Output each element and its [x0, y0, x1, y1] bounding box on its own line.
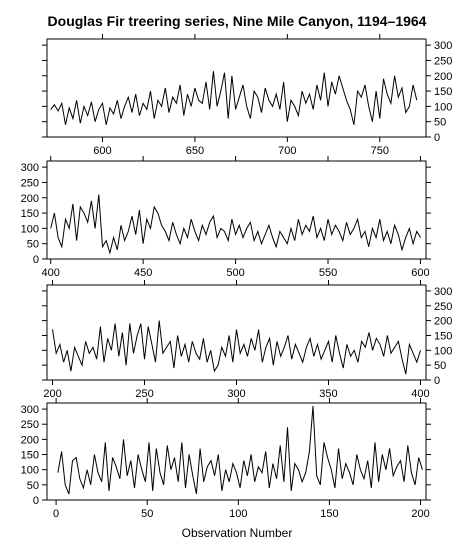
y-tick-label: 200	[434, 316, 452, 328]
series-line	[52, 320, 421, 375]
plot-frame	[46, 402, 427, 501]
y-tick-label: 50	[27, 239, 39, 251]
y-tick-label: 200	[21, 434, 39, 446]
series-line	[50, 71, 418, 125]
x-tick-label: 500	[226, 267, 244, 279]
y-tick-label: 100	[21, 223, 39, 235]
plot-frame	[46, 160, 427, 260]
x-tick-label: 400	[42, 267, 60, 279]
x-tick-label: 200	[411, 508, 429, 520]
y-tick-label: 100	[434, 345, 452, 357]
y-tick-label: 0	[434, 375, 440, 387]
y-tick-label: 0	[33, 254, 39, 266]
x-tick-label: 200	[43, 388, 61, 400]
panel-3: 200 250 300 350 400 0 50 100 150 200 250 300	[42, 280, 452, 400]
y-tick-label: 300	[434, 286, 452, 298]
x-tick-label: 600	[411, 267, 429, 279]
x-tick-label: 550	[319, 267, 337, 279]
panel-4: 0 50 100 150 200 0 50 100 150 200 250 300	[21, 398, 431, 520]
y-tick-label: 100	[434, 101, 452, 113]
x-tick-label: 300	[227, 388, 245, 400]
x-tick-label: 600	[93, 145, 111, 157]
x-tick-label: 650	[186, 145, 204, 157]
y-tick-label: 200	[434, 71, 452, 83]
panel-2: 400 450 500 550 600 0 50 100 150 200 250 300	[21, 156, 431, 279]
x-tick-label: 50	[141, 508, 153, 520]
plot-frame	[46, 38, 427, 138]
x-tick-label: 150	[320, 508, 338, 520]
y-tick-label: 0	[33, 495, 39, 507]
x-tick-label: 450	[134, 267, 152, 279]
y-tick-label: 0	[434, 132, 440, 144]
y-tick-label: 100	[21, 465, 39, 477]
x-tick-label: 350	[319, 388, 337, 400]
y-tick-label: 250	[21, 419, 39, 431]
x-tick-label: 700	[278, 145, 296, 157]
x-tick-label: 250	[135, 388, 153, 400]
panel-1: 600 650 700 750 0 50 100 150 200 250 300	[42, 34, 452, 157]
y-tick-label: 250	[434, 55, 452, 67]
y-tick-label: 250	[21, 177, 39, 189]
x-tick-label: 0	[53, 508, 59, 520]
y-tick-label: 150	[434, 330, 452, 342]
series-line	[50, 194, 421, 255]
y-tick-label: 150	[434, 86, 452, 98]
y-tick-label: 300	[21, 162, 39, 174]
x-axis-title: Observation Number	[182, 526, 293, 540]
y-tick-label: 300	[434, 40, 452, 52]
y-tick-label: 300	[21, 404, 39, 416]
x-tick-label: 750	[371, 145, 389, 157]
y-tick-label: 50	[434, 360, 446, 372]
y-tick-label: 150	[21, 450, 39, 462]
y-tick-label: 50	[27, 480, 39, 492]
x-tick-label: 100	[229, 508, 247, 520]
y-tick-label: 200	[21, 193, 39, 205]
y-tick-label: 150	[21, 208, 39, 220]
y-tick-label: 50	[434, 117, 446, 129]
y-tick-label: 250	[434, 301, 452, 313]
chart-title: Douglas Fir treering series, Nine Mile C…	[47, 13, 427, 29]
x-tick-label: 400	[411, 388, 429, 400]
series-line	[57, 405, 423, 495]
